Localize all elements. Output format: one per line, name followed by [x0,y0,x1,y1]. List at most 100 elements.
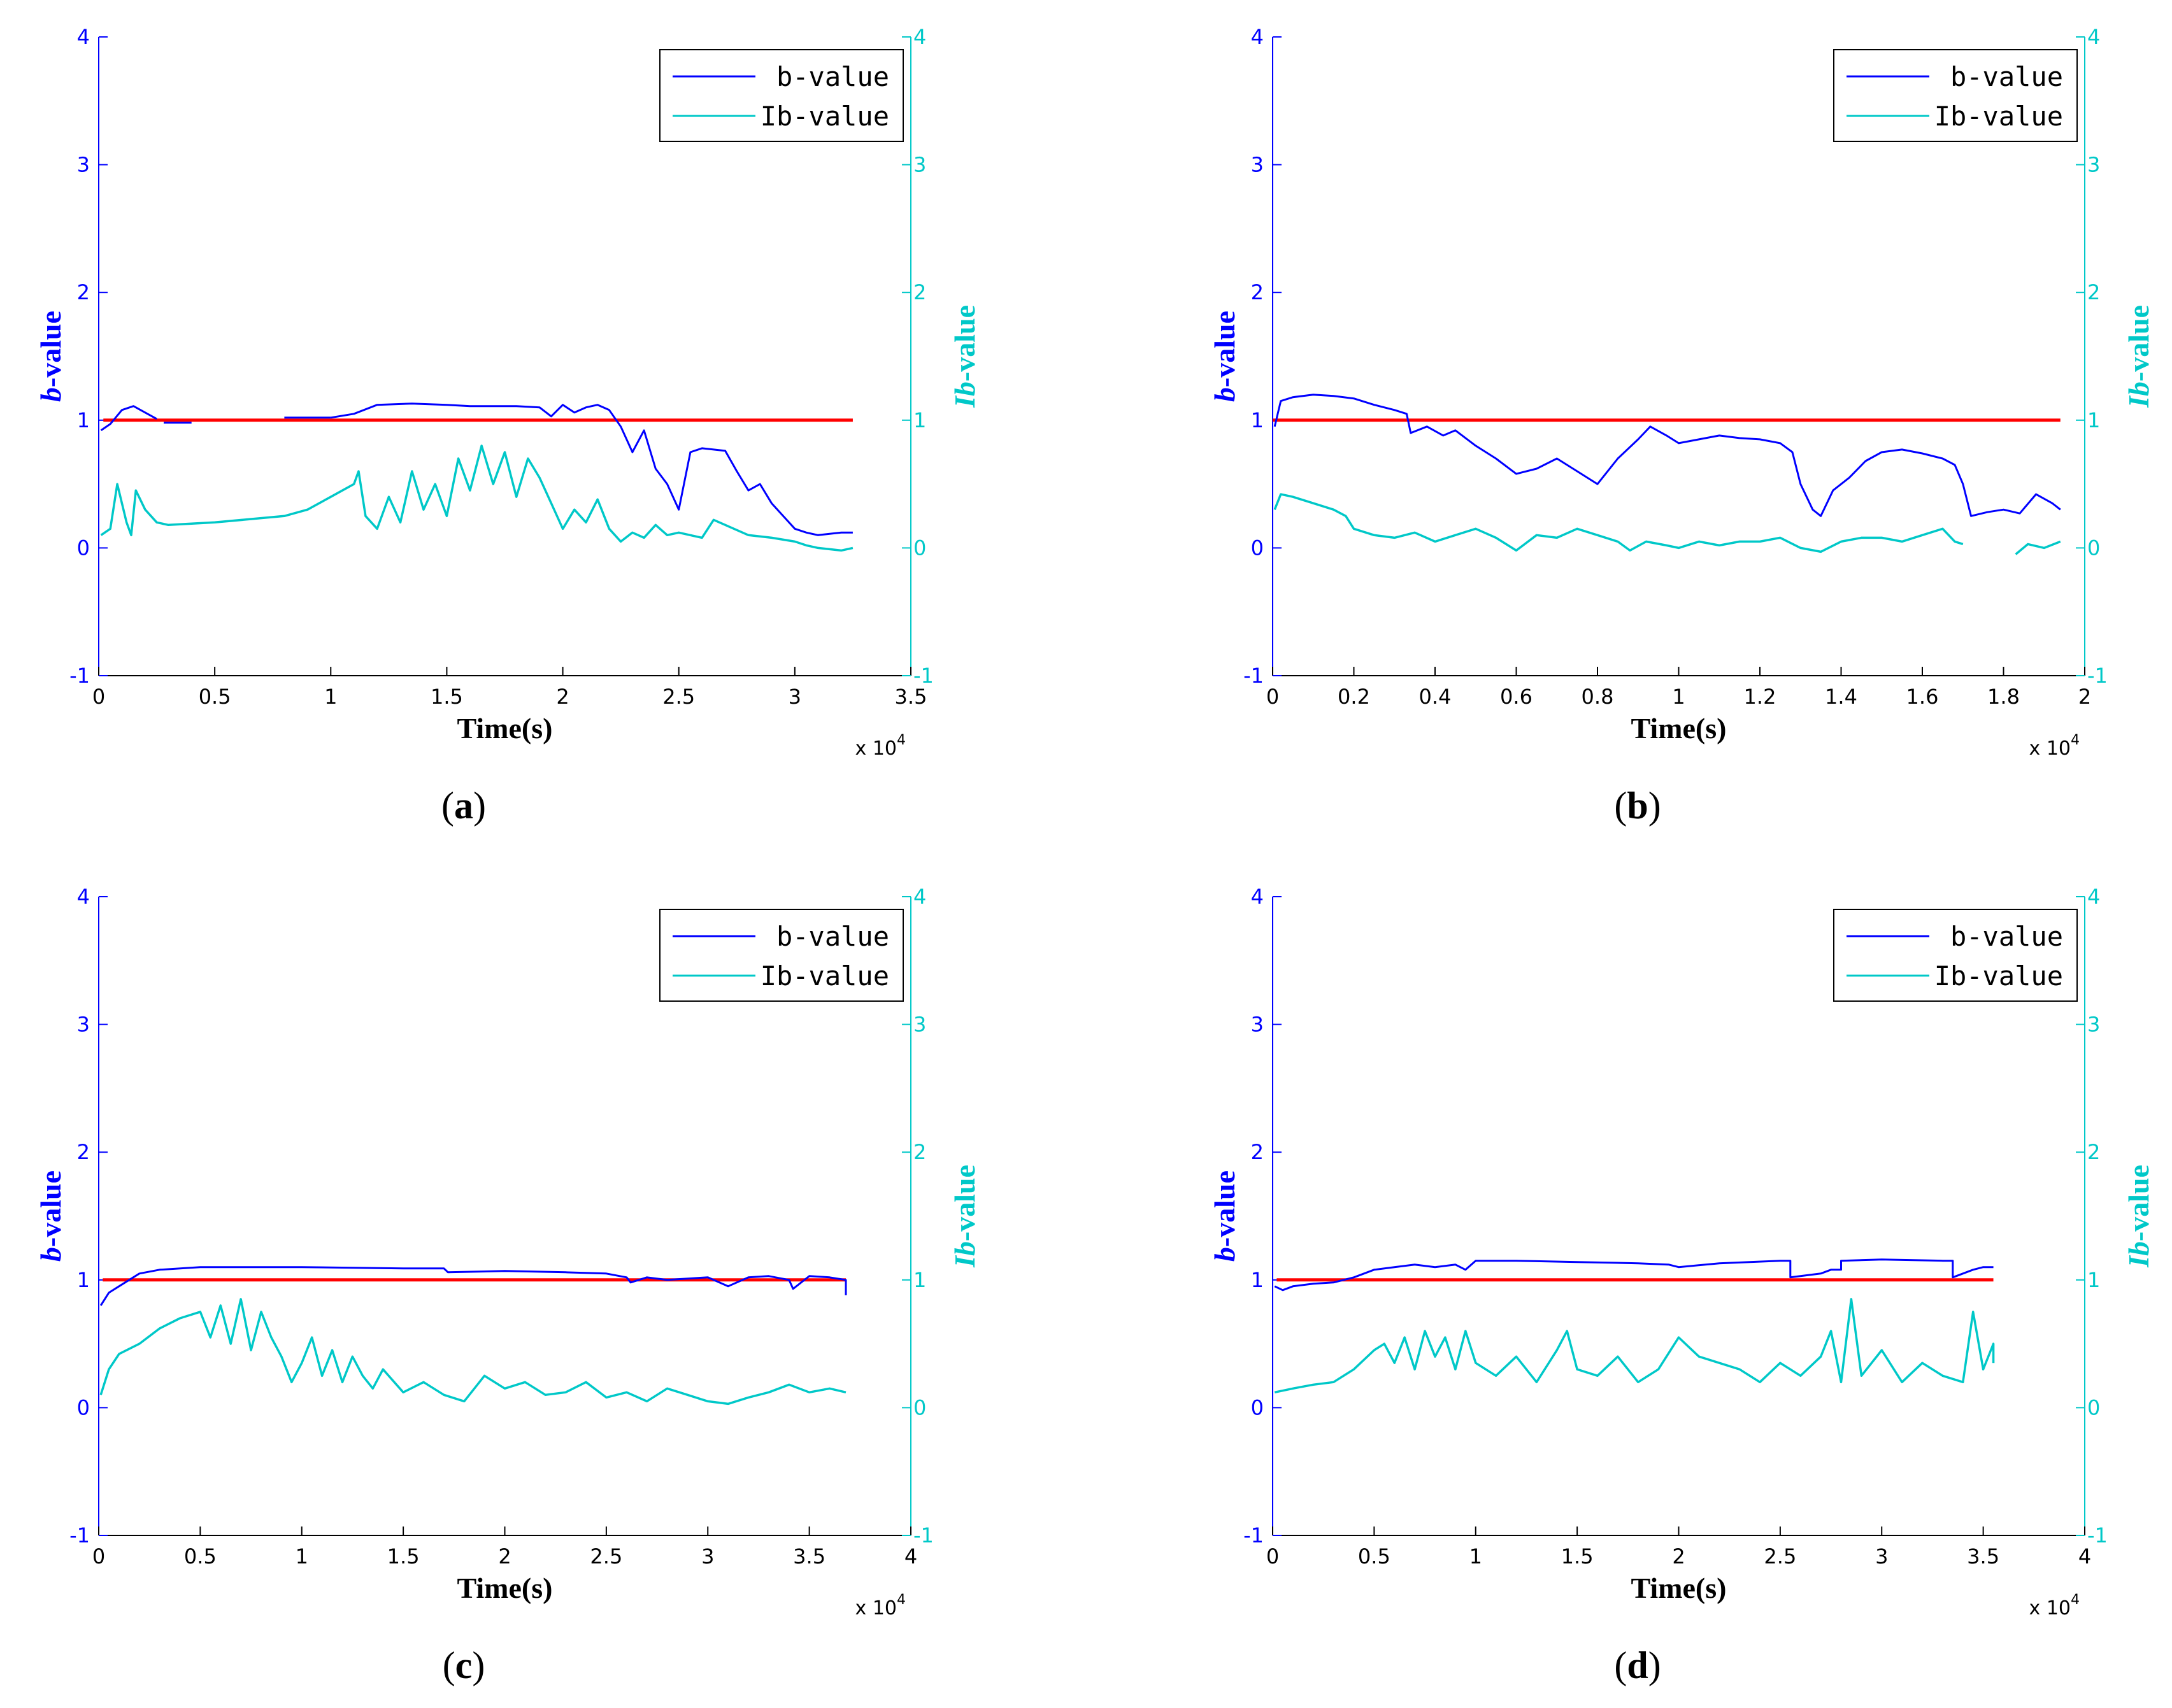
x-tick-label: 0.5 [199,685,231,709]
y-tick-label-right: -1 [2087,1523,2108,1548]
y-tick-label-left: 4 [1251,885,1264,909]
chart-panel-b: 0 0.2 0.4 0.6 0.8 1 1.2 1.4 1.6 1.8 2-1 -10 01 12 23 34… [1208,25,2155,827]
y-tick-label-right: 3 [2087,153,2100,177]
y-tick-label-left: 0 [77,1395,90,1420]
x-tick-label: 1 [296,1544,308,1569]
caption-letter: b [1627,785,1648,827]
y-axis-left-label: b-value [1208,1171,1241,1262]
x-multiplier: x 104 [2029,732,2080,760]
y-label-rest: -value [34,311,67,387]
x-tick-label: 0.2 [1338,685,1370,709]
x-tick-label: 1.2 [1744,685,1776,709]
x-multiplier-base: x 10 [2029,1597,2071,1619]
y-tick-label-left: 3 [77,1013,90,1037]
y-label-rest: -value [1208,311,1241,387]
x-tick-label: 1.4 [1825,685,1857,709]
x-tick-label: 1.5 [387,1544,420,1569]
caption-open: ( [1614,785,1627,827]
caption-close: ) [472,1644,485,1686]
caption-close: ) [473,785,486,827]
chart-panel-d: 0 0.5 1 1.5 2 2.5 3 3.5 4-1 -10 01 12 23 34 4b-valueIb… [1208,885,2155,1686]
x-multiplier: x 104 [855,732,906,760]
y-tick-label-left: 2 [77,1140,90,1164]
y-tick-label-left: 2 [1251,1140,1264,1164]
panel-caption: (d) [1614,1644,1661,1686]
y-tick-label-right: -1 [2087,664,2108,688]
y-tick-label-right: 2 [2087,1140,2100,1164]
x-multiplier: x 104 [2029,1592,2080,1619]
y-tick-label-left: 0 [1251,1395,1264,1420]
y2-label-rest: -value [948,305,981,381]
y-tick-label-left: 2 [77,280,90,304]
x-multiplier-exp: 4 [2071,1592,2080,1608]
x-tick-label: 1.5 [431,685,463,709]
y-label-rest: -value [1208,1171,1241,1247]
x-tick-label: 3.5 [1967,1544,1999,1569]
x-tick-label: 0 [1266,685,1279,709]
y2-label-italic: Ib [2122,381,2155,408]
y2-label-rest: -value [948,1165,981,1241]
y2-label-rest: -value [2122,1165,2155,1241]
legend-label: b-value [776,921,889,952]
y-label-italic: b [34,1247,67,1262]
y-tick-label-right: 0 [913,1395,926,1420]
y-axis-left-label: b-value [34,311,67,402]
y-tick-label-right: 0 [913,536,926,560]
x-tick-label: 0.5 [1358,1544,1390,1569]
y2-label-rest: -value [2122,305,2155,381]
y-tick-label-right: -1 [913,664,934,688]
y2-label-italic: Ib [2122,1241,2155,1268]
y-tick-label-right: 1 [913,408,926,432]
caption-letter: c [455,1644,473,1686]
x-multiplier-base: x 10 [855,737,897,760]
y-tick-label-right: 1 [2087,1268,2100,1292]
caption-letter: d [1627,1644,1648,1686]
b-value-line [1273,394,2061,517]
x-tick-label: 0.4 [1419,685,1452,709]
y-label-italic: b [1208,387,1241,402]
x-tick-label: 2 [1672,1544,1685,1569]
b-value-line [331,402,853,536]
y-tick-label-left: -1 [69,664,90,688]
legend-label: Ib-value [1934,960,2063,992]
x-tick-label: 2.5 [662,685,695,709]
y-axis-right-label: Ib-value [2122,1165,2155,1268]
x-multiplier-base: x 10 [2029,737,2071,760]
legend-label: Ib-value [761,101,889,132]
x-axis-label: Time(s) [457,1572,553,1604]
y-label-italic: b [1208,1247,1241,1262]
y-tick-label-left: 3 [1251,153,1264,177]
y-tick-label-left: 1 [1251,1268,1264,1292]
legend-label: Ib-value [761,960,889,992]
caption-open: ( [1614,1644,1627,1686]
caption-close: ) [1648,1644,1661,1686]
panel-caption: (b) [1614,785,1661,827]
b-value-line [99,1266,847,1306]
y-axis-left-label: b-value [34,1171,67,1262]
y-axis-right-label: Ib-value [948,305,981,408]
x-tick-label: 3.5 [895,685,927,709]
x-multiplier-exp: 4 [897,732,906,748]
y-tick-label-left: 4 [77,885,90,909]
ib-value-line [1273,493,1964,553]
x-axis-label: Time(s) [1631,712,1727,744]
x-tick-label: 4 [2078,1544,2091,1569]
x-multiplier-exp: 4 [2071,732,2080,748]
y-tick-label-left: 1 [77,408,90,432]
x-tick-label: 3 [1875,1544,1888,1569]
x-multiplier-base: x 10 [855,1597,897,1619]
b-value-line [100,405,157,432]
x-multiplier: x 104 [855,1592,906,1619]
x-tick-label: 0 [1266,1544,1279,1569]
y-tick-label-right: 0 [2087,1395,2100,1420]
legend-box [1833,49,2078,142]
y-tick-label-right: 3 [913,153,926,177]
x-tick-label: 1.6 [1906,685,1939,709]
x-tick-label: 0.5 [184,1544,217,1569]
y-tick-label-right: 3 [913,1013,926,1037]
caption-close: ) [1648,785,1661,827]
legend-label: b-value [1950,921,2063,952]
y-tick-label-right: 2 [2087,280,2100,304]
legend-box [659,909,904,1002]
y-tick-label-right: 4 [913,25,926,49]
